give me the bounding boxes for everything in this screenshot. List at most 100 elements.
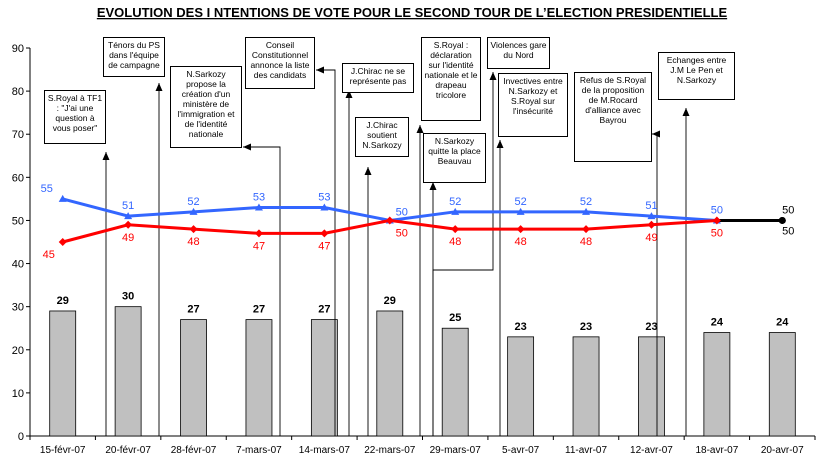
annotation-arrowhead bbox=[243, 143, 251, 151]
annotation-box: N.Sarkozy propose la création d'un minis… bbox=[170, 66, 242, 148]
x-tick-label: 7-mars-07 bbox=[236, 445, 282, 456]
annotation-arrowhead bbox=[496, 140, 504, 148]
annotation-arrowhead bbox=[155, 83, 163, 91]
series-marker bbox=[712, 216, 721, 225]
bar-label: 25 bbox=[449, 312, 461, 324]
series-marker bbox=[582, 207, 591, 215]
series-marker bbox=[647, 212, 656, 220]
series-marker bbox=[320, 229, 329, 238]
x-tick-label: 18-avr-07 bbox=[695, 445, 738, 456]
x-tick-label: 14-mars-07 bbox=[299, 445, 351, 456]
x-tick-label: 28-févr-07 bbox=[171, 445, 217, 456]
bar bbox=[49, 310, 77, 437]
bar bbox=[441, 327, 469, 437]
annotation-box: Echanges entre J.M Le Pen et N.Sarkozy bbox=[658, 52, 735, 100]
series-marker bbox=[516, 225, 525, 234]
axes: 0 10 20 30 40 50 60 70 80 90 15-févr-07 20-févr-07 2… bbox=[12, 43, 816, 456]
annotation-arrowhead bbox=[652, 130, 660, 138]
series-value-label: 50 bbox=[711, 227, 723, 239]
bar-label: 24 bbox=[776, 317, 789, 329]
bar bbox=[768, 332, 796, 437]
series-marker bbox=[451, 207, 460, 215]
x-tick-label: 11-avr-07 bbox=[565, 445, 607, 456]
annotation-box: J.Chirac ne se représente pas bbox=[342, 63, 414, 93]
series-value-label: 50 bbox=[396, 227, 408, 239]
annotation-arrow bbox=[432, 72, 494, 436]
bar-label: 23 bbox=[645, 321, 657, 333]
series-value-label: 48 bbox=[515, 236, 527, 248]
annotation-arrowhead bbox=[416, 125, 424, 133]
series-marker bbox=[516, 207, 525, 215]
bar bbox=[245, 319, 273, 437]
x-tick-label: 20-févr-07 bbox=[105, 445, 151, 456]
annotation-arrowhead bbox=[489, 72, 497, 80]
series-value-label: 50 bbox=[782, 204, 794, 216]
annotation-box: S.Royal à TF1 : "J'ai une question à vou… bbox=[44, 90, 106, 144]
y-tick-label: 80 bbox=[12, 86, 24, 98]
series-value-label: 48 bbox=[187, 236, 199, 248]
series-value-label: 53 bbox=[253, 192, 265, 204]
series-value-label: 52 bbox=[449, 196, 461, 208]
annotation-box: Violences gare du Nord bbox=[487, 37, 550, 69]
bar bbox=[572, 336, 600, 437]
series-marker bbox=[189, 207, 198, 215]
series-value-label: 48 bbox=[580, 236, 592, 248]
bar-label: 30 bbox=[122, 291, 134, 303]
bar-label: 27 bbox=[318, 304, 330, 316]
series-marker bbox=[385, 216, 394, 225]
annotation-box: J.Chirac soutient N.Sarkozy bbox=[355, 117, 409, 157]
bar bbox=[310, 319, 338, 437]
annotation-box: Ténors du PS dans l'équipe de campagne bbox=[103, 37, 165, 77]
series-marker bbox=[254, 203, 263, 211]
bar bbox=[180, 319, 207, 437]
annotation-box: Refus de S.Royal de la proposition de M.… bbox=[574, 72, 652, 162]
series-marker bbox=[451, 225, 460, 234]
y-tick-label: 10 bbox=[12, 388, 24, 400]
y-tick-label: 60 bbox=[12, 172, 24, 184]
annotation-arrowhead bbox=[429, 182, 437, 190]
bar-label: 24 bbox=[711, 317, 724, 329]
x-tick-label: 20-avr-07 bbox=[761, 445, 804, 456]
chart-title: EVOLUTION DES I NTENTIONS DE VOTE POUR L… bbox=[97, 5, 728, 20]
series-marker bbox=[254, 229, 263, 238]
series-marker bbox=[124, 220, 133, 229]
series-marker bbox=[189, 225, 198, 234]
y-tick-label: 90 bbox=[12, 43, 24, 55]
y-tick-label: 50 bbox=[12, 215, 24, 227]
annotation-arrows bbox=[102, 66, 690, 436]
annotation-arrowhead bbox=[364, 167, 372, 175]
bar-label: 23 bbox=[515, 321, 527, 333]
bar bbox=[114, 306, 142, 437]
y-tick-label: 0 bbox=[18, 431, 24, 443]
series-value-label: 53 bbox=[318, 192, 330, 204]
annotation-box: Invectives entre N.Sarkozy et S.Royal su… bbox=[498, 73, 568, 137]
series-marker bbox=[778, 216, 786, 224]
series-value-label: 51 bbox=[645, 200, 657, 212]
series-value-label: 49 bbox=[645, 232, 657, 244]
series-value-label: 50 bbox=[782, 225, 794, 237]
series-marker bbox=[582, 225, 591, 234]
bar bbox=[638, 336, 665, 437]
series-value-label: 45 bbox=[43, 249, 55, 261]
bars: 29 30 27 27 27 29 25 23 23 23 24 24 bbox=[49, 291, 796, 437]
series-marker bbox=[320, 203, 329, 211]
series-marker bbox=[58, 194, 67, 202]
series-value-label: 52 bbox=[515, 196, 527, 208]
series-value-label: 55 bbox=[41, 183, 53, 195]
series-value-label: 47 bbox=[318, 240, 330, 252]
annotation-arrow bbox=[243, 146, 281, 436]
value-labels: 55 51 52 53 53 50 52 52 52 51 50 50 45 49 48 47 47 50 48 48… bbox=[41, 183, 795, 261]
x-tick-label: 5-avr-07 bbox=[502, 445, 540, 456]
bar bbox=[507, 336, 535, 437]
series-marker bbox=[124, 212, 133, 220]
x-tick-label: 15-févr-07 bbox=[40, 445, 86, 456]
series-value-label: 51 bbox=[122, 200, 134, 212]
bar bbox=[703, 332, 731, 437]
annotation-box: Conseil Constitutionnel annonce la liste… bbox=[245, 37, 315, 89]
bar-label: 29 bbox=[384, 295, 396, 307]
series-value-label: 50 bbox=[396, 206, 408, 218]
series-marker bbox=[58, 238, 67, 246]
bar-label: 27 bbox=[187, 304, 199, 316]
series-value-label: 48 bbox=[449, 236, 461, 248]
